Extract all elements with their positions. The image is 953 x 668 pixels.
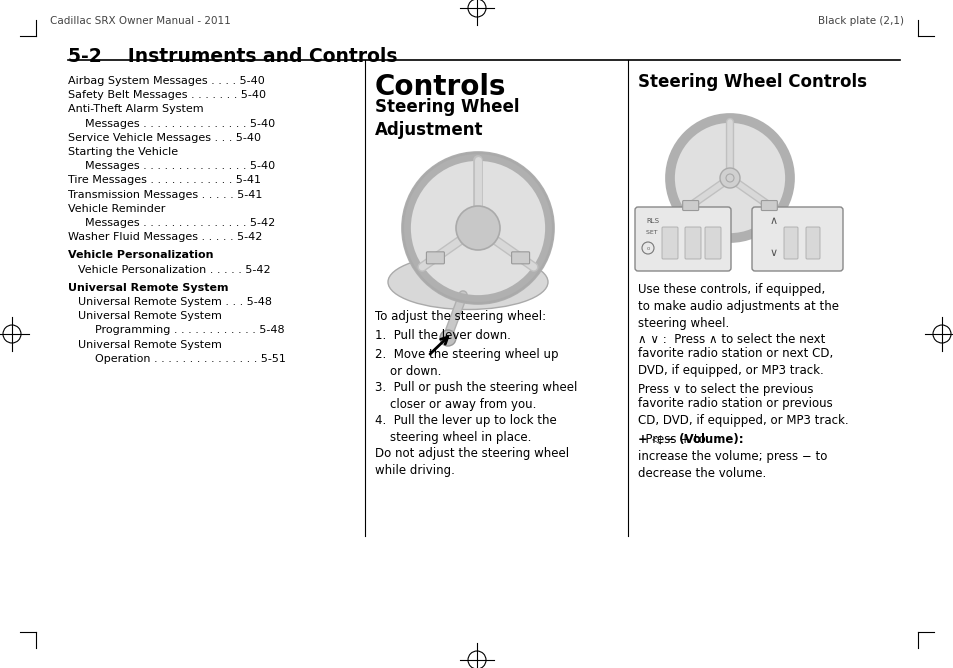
Text: Universal Remote System: Universal Remote System: [78, 311, 222, 321]
Text: 5-2    Instruments and Controls: 5-2 Instruments and Controls: [68, 47, 397, 66]
Text: Messages . . . . . . . . . . . . . . . 5-42: Messages . . . . . . . . . . . . . . . 5…: [78, 218, 275, 228]
Circle shape: [439, 330, 456, 346]
Text: Transmission Messages . . . . . 5-41: Transmission Messages . . . . . 5-41: [68, 190, 262, 200]
Text: Steering Wheel Controls: Steering Wheel Controls: [638, 73, 866, 91]
FancyBboxPatch shape: [661, 227, 678, 259]
Text: Tire Messages . . . . . . . . . . . . 5-41: Tire Messages . . . . . . . . . . . . 5-…: [68, 176, 261, 186]
Text: Airbag System Messages . . . . 5-40: Airbag System Messages . . . . 5-40: [68, 76, 265, 86]
Text: Steering Wheel
Adjustment: Steering Wheel Adjustment: [375, 98, 519, 139]
Text: Black plate (2,1): Black plate (2,1): [817, 16, 903, 26]
Circle shape: [456, 206, 499, 250]
Text: To adjust the steering wheel:: To adjust the steering wheel:: [375, 310, 545, 323]
Text: Messages . . . . . . . . . . . . . . . 5-40: Messages . . . . . . . . . . . . . . . 5…: [78, 161, 274, 171]
Text: Use these controls, if equipped,
to make audio adjustments at the
steering wheel: Use these controls, if equipped, to make…: [638, 283, 838, 330]
FancyBboxPatch shape: [511, 252, 529, 264]
Text: Controls: Controls: [375, 73, 506, 101]
Text: + ◁ − (Volume):: + ◁ − (Volume):: [638, 433, 742, 446]
FancyBboxPatch shape: [684, 227, 700, 259]
Text: o: o: [645, 246, 649, 250]
FancyBboxPatch shape: [783, 227, 797, 259]
Ellipse shape: [388, 255, 547, 309]
Text: Press ∨ to select the previous: Press ∨ to select the previous: [638, 383, 813, 396]
Text: Vehicle Reminder: Vehicle Reminder: [68, 204, 165, 214]
Text: ∧ ∨ :  Press ∧ to select the next: ∧ ∨ : Press ∧ to select the next: [638, 333, 824, 346]
FancyBboxPatch shape: [682, 200, 698, 210]
Text: Washer Fluid Messages . . . . . 5-42: Washer Fluid Messages . . . . . 5-42: [68, 232, 262, 242]
Text: Universal Remote System: Universal Remote System: [68, 283, 229, 293]
Text: ∧: ∧: [769, 216, 778, 226]
Text: Vehicle Personalization: Vehicle Personalization: [68, 250, 213, 261]
Text: Operation . . . . . . . . . . . . . . . 5-51: Operation . . . . . . . . . . . . . . . …: [88, 354, 286, 364]
Text: SET    RCE: SET RCE: [645, 230, 678, 235]
Text: ∨: ∨: [769, 248, 778, 258]
Circle shape: [409, 159, 546, 297]
FancyBboxPatch shape: [751, 207, 842, 271]
Text: Universal Remote System: Universal Remote System: [78, 339, 222, 349]
Text: Anti-Theft Alarm System: Anti-Theft Alarm System: [68, 104, 203, 114]
Text: Universal Remote System . . . 5-48: Universal Remote System . . . 5-48: [78, 297, 272, 307]
Text: RLS: RLS: [645, 218, 659, 224]
Text: Starting the Vehicle: Starting the Vehicle: [68, 147, 178, 157]
Text: favorite radio station or previous
CD, DVD, if equipped, or MP3 track.: favorite radio station or previous CD, D…: [638, 397, 848, 427]
Text: Press + to
increase the volume; press − to
decrease the volume.: Press + to increase the volume; press − …: [638, 433, 826, 480]
Text: Cadillac SRX Owner Manual - 2011: Cadillac SRX Owner Manual - 2011: [50, 16, 231, 26]
FancyBboxPatch shape: [805, 227, 820, 259]
Text: Programming . . . . . . . . . . . . 5-48: Programming . . . . . . . . . . . . 5-48: [88, 325, 284, 335]
Text: Messages . . . . . . . . . . . . . . . 5-40: Messages . . . . . . . . . . . . . . . 5…: [78, 119, 274, 129]
Text: 1.  Pull the lever down.: 1. Pull the lever down.: [375, 329, 511, 342]
FancyBboxPatch shape: [426, 252, 444, 264]
FancyBboxPatch shape: [760, 200, 777, 210]
Text: Vehicle Personalization . . . . . 5-42: Vehicle Personalization . . . . . 5-42: [78, 265, 271, 275]
Text: Do not adjust the steering wheel
while driving.: Do not adjust the steering wheel while d…: [375, 447, 569, 477]
Text: favorite radio station or next CD,
DVD, if equipped, or MP3 track.: favorite radio station or next CD, DVD, …: [638, 347, 832, 377]
Text: Safety Belt Messages . . . . . . . 5-40: Safety Belt Messages . . . . . . . 5-40: [68, 90, 266, 100]
Circle shape: [672, 121, 786, 235]
Text: 2.  Move the steering wheel up
    or down.: 2. Move the steering wheel up or down.: [375, 348, 558, 378]
Text: Service Vehicle Messages . . . 5-40: Service Vehicle Messages . . . 5-40: [68, 133, 261, 143]
Text: 3.  Pull or push the steering wheel
    closer or away from you.: 3. Pull or push the steering wheel close…: [375, 381, 577, 411]
FancyBboxPatch shape: [635, 207, 730, 271]
Circle shape: [720, 168, 740, 188]
FancyBboxPatch shape: [704, 227, 720, 259]
Text: 4.  Pull the lever up to lock the
    steering wheel in place.: 4. Pull the lever up to lock the steerin…: [375, 414, 557, 444]
